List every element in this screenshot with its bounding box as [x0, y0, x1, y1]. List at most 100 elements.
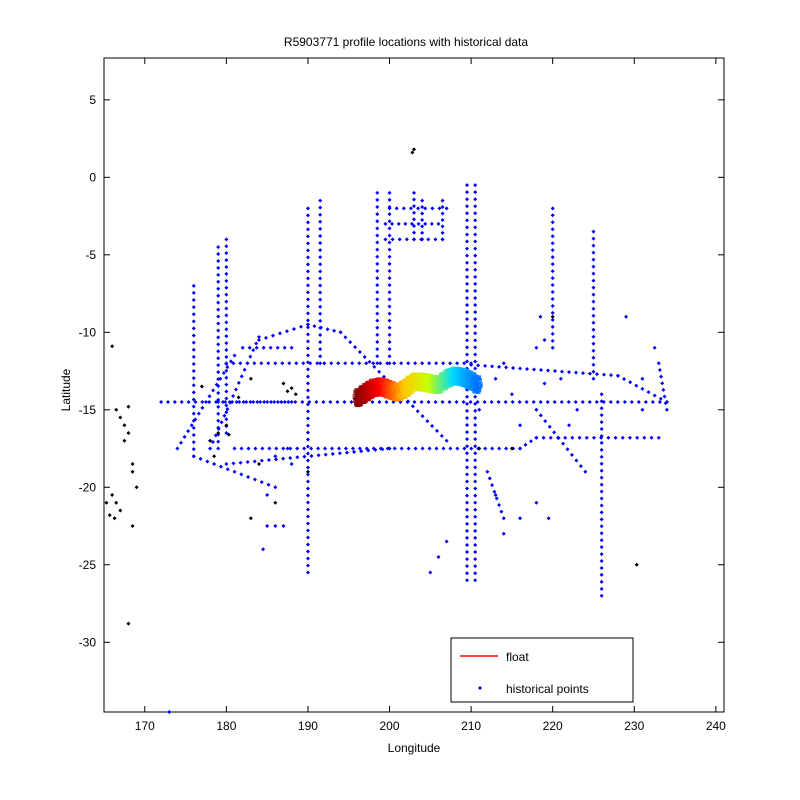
- historical-point: [473, 578, 478, 583]
- historical-point: [656, 435, 661, 440]
- historical-point: [599, 489, 604, 494]
- historical-point: [224, 299, 229, 304]
- historical-point: [377, 400, 382, 405]
- historical-point: [305, 283, 310, 288]
- historical-point: [350, 446, 355, 451]
- historical-point: [591, 362, 596, 367]
- historical-point: [200, 405, 205, 410]
- historical-point: [261, 345, 266, 350]
- historical-point: [252, 361, 257, 366]
- historical-point: [387, 304, 392, 309]
- historical-point: [468, 400, 473, 405]
- historical-point: [305, 528, 310, 533]
- historical-point: [412, 204, 416, 209]
- historical-point: [305, 416, 310, 421]
- historical-point: [375, 254, 380, 259]
- historical-point: [473, 239, 478, 244]
- historical-point: [231, 461, 236, 466]
- historical-point: [524, 400, 529, 405]
- historical-point: [236, 380, 241, 385]
- historical-point: [465, 578, 470, 583]
- historical-point: [420, 224, 425, 229]
- x-tick-label: 230: [624, 719, 644, 733]
- historical-point: [465, 211, 470, 216]
- historical-point: [316, 446, 321, 451]
- historical-point: [465, 197, 470, 202]
- historical-point: [318, 219, 323, 224]
- historical-point: [599, 586, 604, 591]
- historical-point: [518, 516, 523, 521]
- other-point: [130, 524, 135, 529]
- historical-point: [465, 521, 470, 526]
- historical-point: [225, 365, 230, 370]
- other-point: [509, 446, 514, 451]
- y-tick-label: -25: [79, 558, 97, 572]
- historical-point: [305, 444, 310, 449]
- historical-point: [375, 332, 380, 337]
- historical-point: [216, 286, 221, 291]
- historical-point: [573, 400, 578, 405]
- historical-point: [599, 392, 604, 397]
- historical-point: [465, 310, 470, 315]
- historical-point: [191, 319, 196, 324]
- historical-point: [284, 329, 289, 334]
- historical-point: [550, 248, 555, 253]
- historical-point: [599, 440, 604, 445]
- other-point: [550, 314, 555, 319]
- historical-point: [323, 452, 328, 457]
- historical-point: [547, 424, 552, 429]
- historical-point: [599, 593, 604, 598]
- historical-point: [285, 446, 290, 451]
- historical-point: [295, 446, 300, 451]
- historical-point: [465, 324, 470, 329]
- historical-point: [410, 404, 415, 409]
- historical-point: [224, 403, 229, 408]
- historical-point: [224, 244, 229, 249]
- other-point: [285, 389, 290, 394]
- historical-point: [318, 290, 323, 295]
- historical-point: [186, 429, 191, 434]
- historical-point: [228, 400, 233, 405]
- historical-point: [473, 493, 478, 498]
- historical-point: [191, 376, 196, 381]
- historical-point: [550, 206, 555, 211]
- historical-point: [266, 482, 271, 487]
- historical-point: [305, 374, 310, 379]
- historical-point: [473, 423, 478, 428]
- historical-point: [191, 347, 196, 352]
- historical-point: [387, 339, 392, 344]
- historical-point: [216, 279, 221, 284]
- historical-point: [574, 458, 579, 463]
- historical-point: [305, 297, 310, 302]
- historical-point: [634, 383, 639, 388]
- historical-point: [473, 528, 478, 533]
- historical-point: [335, 400, 340, 405]
- historical-point: [323, 446, 328, 451]
- historical-point: [246, 446, 251, 451]
- historical-point: [465, 564, 470, 569]
- historical-point: [291, 326, 296, 331]
- historical-point: [599, 517, 604, 522]
- historical-point: [465, 232, 470, 237]
- historical-point: [465, 190, 470, 195]
- historical-point: [538, 400, 543, 405]
- historical-point: [224, 382, 229, 387]
- historical-point: [224, 389, 229, 394]
- historical-point: [293, 400, 298, 405]
- historical-point: [375, 240, 380, 245]
- historical-point: [490, 483, 495, 488]
- historical-point: [214, 382, 219, 387]
- historical-point: [501, 516, 506, 521]
- historical-point: [281, 446, 286, 451]
- historical-point: [318, 333, 323, 338]
- historical-point: [378, 361, 383, 366]
- historical-point: [387, 254, 392, 259]
- historical-point: [397, 237, 402, 242]
- historical-point: [387, 283, 392, 288]
- historical-point: [599, 447, 604, 452]
- historical-point: [282, 400, 287, 405]
- historical-point: [503, 400, 508, 405]
- historical-point: [305, 507, 310, 512]
- historical-point: [261, 547, 266, 552]
- historical-point: [433, 400, 438, 405]
